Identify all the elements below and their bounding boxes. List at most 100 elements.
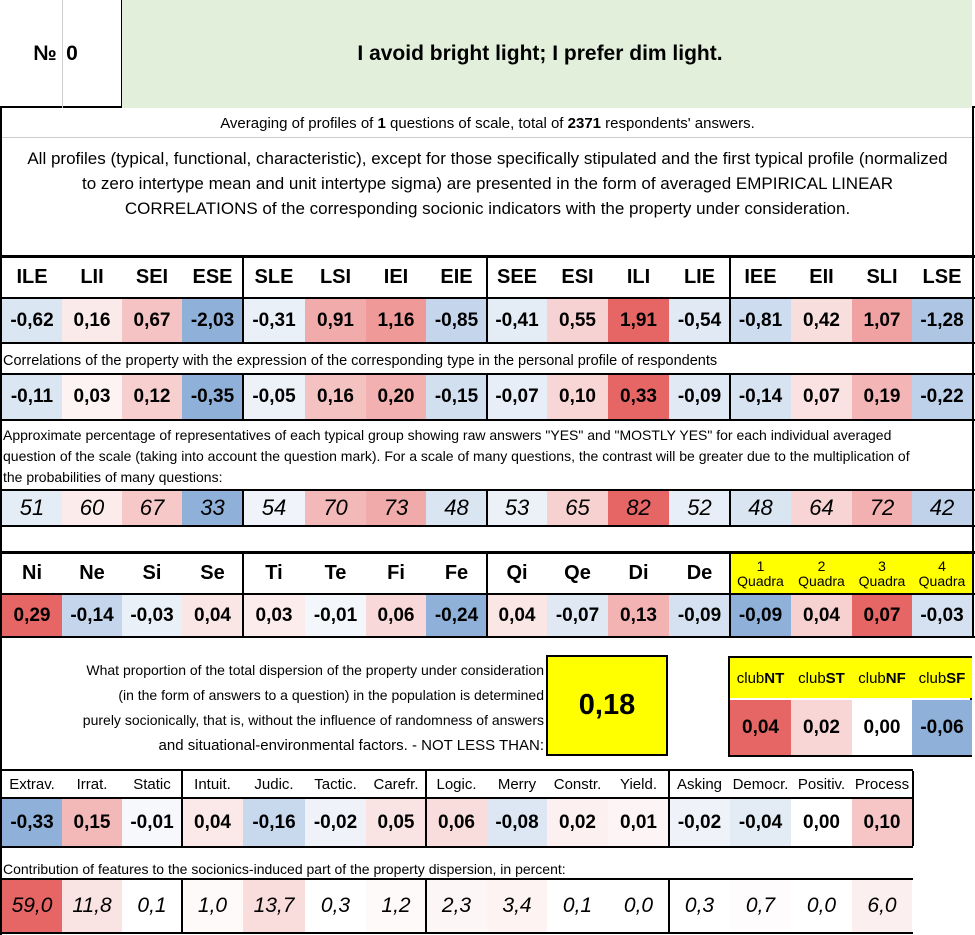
type-label-ile: ILE (16, 266, 48, 288)
club-code: NF (885, 669, 906, 687)
type-label-sle: SLE (254, 266, 294, 288)
type-percentage-value: 54 (243, 491, 305, 525)
type-percentage-value: 53 (487, 491, 547, 525)
type-correlation-value: -0,09 (669, 375, 730, 419)
type-label-see: SEE (496, 266, 538, 288)
quadra-value: -0,09 (730, 595, 791, 636)
club-value: 0,02 (791, 700, 852, 755)
club-label-st: club ST (791, 658, 852, 698)
type-correlation-value: 0,16 (305, 375, 366, 419)
trait-value: -0,08 (487, 799, 547, 846)
trait-value: 0,00 (791, 799, 852, 846)
type-percentage-value: 64 (791, 491, 852, 525)
function-label-se: Se (200, 562, 225, 584)
type-profile-value: 0,67 (122, 299, 182, 342)
type-percentage-value: 48 (730, 491, 791, 525)
type-correlation-value: -0,15 (426, 375, 487, 419)
type-profile-value: 1,07 (852, 299, 912, 342)
trait-contribution-value: 11,8 (62, 880, 122, 932)
club-code: NT (764, 669, 785, 687)
trait-value: 0,02 (547, 799, 608, 846)
type-profile-value: -0,31 (243, 299, 305, 342)
type-label-sei: SEI (135, 266, 169, 288)
type-percentage-value: 42 (912, 491, 972, 525)
type-correlation-value: -0,22 (912, 375, 972, 419)
type-label-ese: ESE (192, 266, 233, 288)
type-correlation-value: 0,10 (547, 375, 608, 419)
type-correlation-value: 0,20 (366, 375, 426, 419)
trait-label-extrav: Extrav. (9, 775, 55, 793)
type-label-lie: LIE (683, 266, 716, 288)
club-label-nt: club NT (730, 658, 791, 698)
averaging-line: Averaging of profiles of 1 questions of … (0, 110, 975, 138)
trait-label-logic: Logic. (436, 775, 477, 793)
quadra-word: Quadra (737, 572, 784, 589)
type-percentage-value: 72 (852, 491, 912, 525)
type-profile-value: -0,62 (2, 299, 62, 342)
type-label-eii: EII (809, 266, 834, 288)
trait-contribution-value: 13,7 (243, 880, 305, 932)
function-value: -0,03 (122, 595, 182, 636)
type-label-sli: SLI (866, 266, 898, 288)
quadra-number: 4 (938, 557, 946, 574)
trait-label-judic: Judic. (254, 775, 294, 793)
trait-value: 0,01 (608, 799, 669, 846)
trait-label-tactic: Tactic. (314, 775, 357, 793)
trait-contribution-value: 0,3 (669, 880, 730, 932)
type-percentage-value: 60 (62, 491, 122, 525)
type-correlation-value: 0,07 (791, 375, 852, 419)
quadra-label-2: 2 Quadra (791, 554, 852, 593)
type-profile-value: 0,42 (791, 299, 852, 342)
trait-label-constr: Constr. (553, 775, 602, 793)
club-label-nf: club NF (852, 658, 912, 698)
trait-value: 0,05 (366, 799, 426, 846)
percentage-note: Approximate percentage of representative… (3, 427, 910, 485)
type-correlation-value: -0,05 (243, 375, 305, 419)
trait-label-carefr: Carefr. (373, 775, 419, 793)
trait-contribution-value: 2,3 (426, 880, 487, 932)
function-value: -0,01 (305, 595, 366, 636)
club-prefix: club (736, 669, 765, 687)
type-profile-value: -0,41 (487, 299, 547, 342)
trait-value: 0,15 (62, 799, 122, 846)
trait-value: -0,02 (669, 799, 730, 846)
function-label-fe: Fe (444, 562, 469, 584)
quadra-label-3: 3 Quadra (852, 554, 912, 593)
function-value: -0,09 (669, 595, 730, 636)
trait-contribution-value: 59,0 (2, 880, 62, 932)
trait-contribution-value: 0,3 (305, 880, 366, 932)
type-label-iei: IEI (383, 266, 409, 288)
type-profile-value: 1,91 (608, 299, 669, 342)
function-label-te: Te (324, 562, 347, 584)
quadra-word: Quadra (918, 572, 966, 589)
type-percentage-value: 52 (669, 491, 730, 525)
trait-label-asking: Asking (676, 775, 723, 793)
type-correlation-value: 0,12 (122, 375, 182, 419)
type-profile-value: -1,28 (912, 299, 972, 342)
type-profile-value: 0,16 (62, 299, 122, 342)
function-value: 0,13 (608, 595, 669, 636)
quadra-word: Quadra (858, 572, 906, 589)
function-label-de: De (686, 562, 713, 584)
type-label-lii: LII (80, 266, 104, 288)
function-label-ti: Ti (265, 562, 283, 584)
trait-label-static: Static (133, 775, 171, 793)
number-label: № (33, 42, 57, 65)
type-profile-value: -0,85 (426, 299, 487, 342)
type-percentage-value: 65 (547, 491, 608, 525)
club-prefix: club (798, 669, 826, 687)
function-value: -0,24 (426, 595, 487, 636)
quadra-value: 0,04 (791, 595, 852, 636)
function-label-qe: Qe (564, 562, 591, 584)
quadra-label-4: 4 Quadra (912, 554, 972, 593)
trait-value: -0,33 (2, 799, 62, 846)
club-code: ST (825, 669, 845, 687)
function-label-si: Si (142, 562, 162, 584)
type-profile-value: 0,55 (547, 299, 608, 342)
type-profile-value: 1,16 (366, 299, 426, 342)
trait-contribution-value: 0,0 (791, 880, 852, 932)
quadra-number: 1 (756, 557, 765, 574)
function-label-di: Di (628, 562, 649, 584)
correlation-note: Correlations of the property with the ex… (3, 353, 718, 369)
type-correlation-value: -0,11 (2, 375, 62, 419)
